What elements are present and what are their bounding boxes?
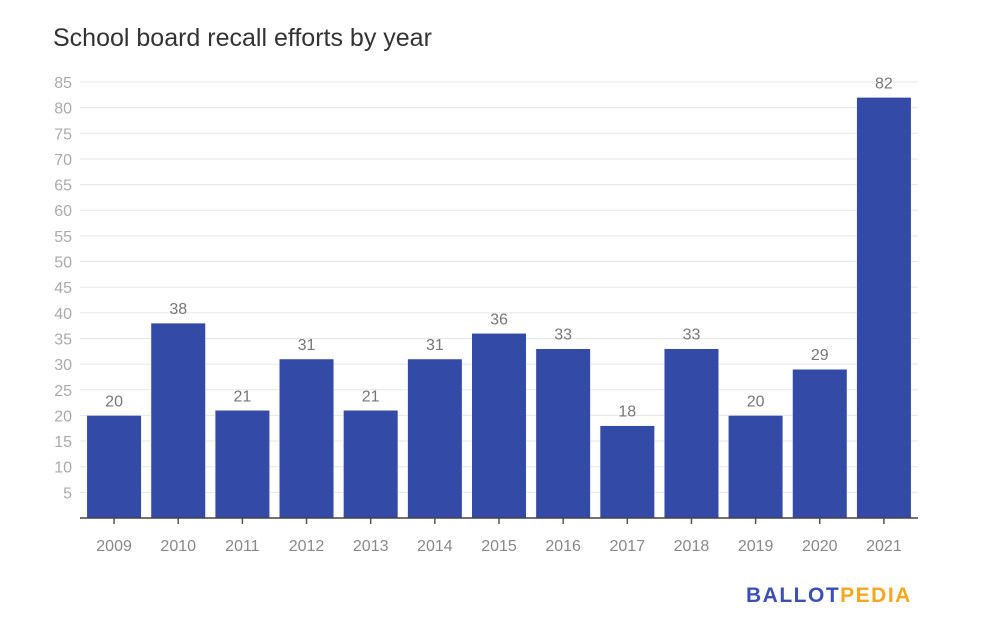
bar xyxy=(214,410,270,519)
y-tick-label: 10 xyxy=(54,460,72,477)
bar xyxy=(599,425,655,519)
data-label: 33 xyxy=(554,327,572,344)
x-tick-label: 2021 xyxy=(866,538,902,555)
bar xyxy=(150,322,206,519)
x-tick-label: 2016 xyxy=(545,538,581,555)
y-tick-label: 50 xyxy=(54,255,72,272)
y-tick-label: 80 xyxy=(54,101,72,118)
data-label: 36 xyxy=(490,311,508,328)
y-tick-label: 85 xyxy=(54,75,72,92)
y-tick-label: 20 xyxy=(54,408,72,425)
data-label: 20 xyxy=(105,393,123,410)
y-tick-label: 55 xyxy=(54,229,72,246)
bar xyxy=(407,358,463,519)
ballotpedia-logo: BALLOTPEDIA xyxy=(746,584,912,608)
bar xyxy=(856,97,912,519)
y-tick-label: 60 xyxy=(54,203,72,220)
bar xyxy=(792,368,848,519)
bar xyxy=(86,415,142,519)
bar xyxy=(663,348,719,519)
x-tick-label: 2014 xyxy=(417,538,453,555)
x-tick-label: 2009 xyxy=(96,538,132,555)
y-tick-label: 45 xyxy=(54,280,72,297)
y-tick-label: 40 xyxy=(54,306,72,323)
bar xyxy=(343,410,399,519)
data-label: 29 xyxy=(811,347,829,364)
bar xyxy=(535,348,591,519)
logo-ballot: BALLOT xyxy=(746,584,841,607)
chart-title: School board recall efforts by year xyxy=(53,24,432,52)
data-label: 21 xyxy=(362,388,380,405)
y-axis: 5 10 15 20 25 30 35 40 45 50 55 60 65 70 75 80 85 xyxy=(54,75,72,502)
y-tick-label: 70 xyxy=(54,152,72,169)
x-tick-label: 2018 xyxy=(674,538,710,555)
x-tick-label: 2010 xyxy=(160,538,196,555)
data-label: 18 xyxy=(618,404,636,421)
y-tick-label: 65 xyxy=(54,178,72,195)
logo-pedia: PEDIA xyxy=(840,584,912,607)
y-tick-label: 30 xyxy=(54,357,72,374)
bar xyxy=(728,415,784,519)
data-label: 20 xyxy=(747,393,765,410)
y-tick-label: 25 xyxy=(54,383,72,400)
bar xyxy=(471,333,527,519)
data-label: 31 xyxy=(426,337,444,354)
x-tick-label: 2019 xyxy=(738,538,774,555)
x-tick-label: 2013 xyxy=(353,538,389,555)
data-label: 38 xyxy=(169,301,187,318)
x-tick-label: 2020 xyxy=(802,538,838,555)
data-label: 21 xyxy=(233,388,251,405)
x-tick-label: 2015 xyxy=(481,538,517,555)
data-label: 31 xyxy=(298,337,316,354)
x-tick-label: 2012 xyxy=(289,538,325,555)
y-tick-label: 35 xyxy=(54,331,72,348)
x-tick-label: 2011 xyxy=(225,538,260,555)
y-tick-label: 5 xyxy=(63,485,72,502)
data-label: 33 xyxy=(683,327,701,344)
data-label: 82 xyxy=(875,75,893,92)
x-tick-label: 2017 xyxy=(610,538,646,555)
y-tick-label: 15 xyxy=(54,434,72,451)
y-tick-label: 75 xyxy=(54,126,72,143)
data-labels: 20 38 21 31 21 31 36 33 18 33 20 29 82 xyxy=(105,75,893,420)
bars xyxy=(86,97,912,519)
bar xyxy=(279,358,335,519)
x-axis: 2009 2010 2011 2012 2013 2014 2015 2016 2017 2018… xyxy=(80,517,918,555)
